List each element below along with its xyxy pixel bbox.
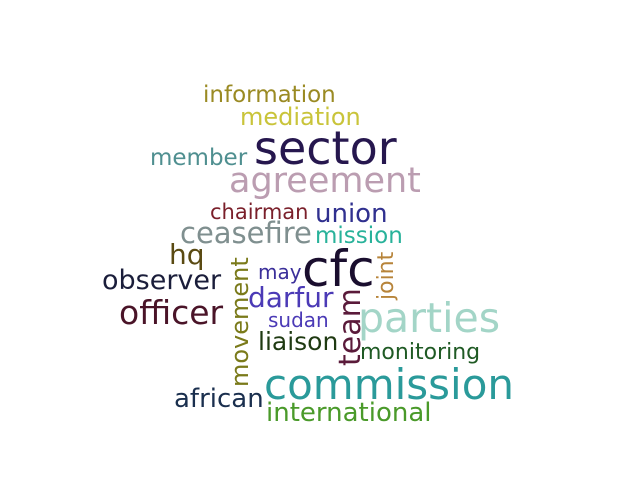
word-cfc: cfc [302, 240, 375, 298]
word-information: information [203, 82, 336, 108]
word-chairman: chairman [210, 200, 309, 224]
word-liaison: liaison [258, 327, 339, 356]
word-joint: joint [374, 251, 399, 300]
word-union: union [315, 199, 388, 229]
word-may: may [258, 260, 302, 284]
word-observer: observer [102, 265, 222, 296]
word-darfur: darfur [248, 281, 334, 314]
word-officer: officer [119, 293, 224, 332]
word-monitoring: monitoring [360, 340, 481, 365]
word-member: member [150, 145, 248, 171]
word-sector: sector [254, 121, 397, 175]
word-african: african [174, 384, 264, 414]
word-team: team [333, 288, 368, 366]
word-hq: hq [169, 238, 205, 271]
word-movement: movement [226, 257, 254, 387]
word-mediation: mediation [240, 103, 361, 131]
word-commission: commission [264, 360, 515, 409]
word-sudan: sudan [268, 308, 329, 332]
word-agreement: agreement [229, 161, 421, 201]
word-mission: mission [315, 223, 403, 249]
word-parties: parties [358, 294, 501, 342]
word-ceasefire: ceasefire [180, 216, 312, 250]
word-international: international [266, 398, 432, 428]
